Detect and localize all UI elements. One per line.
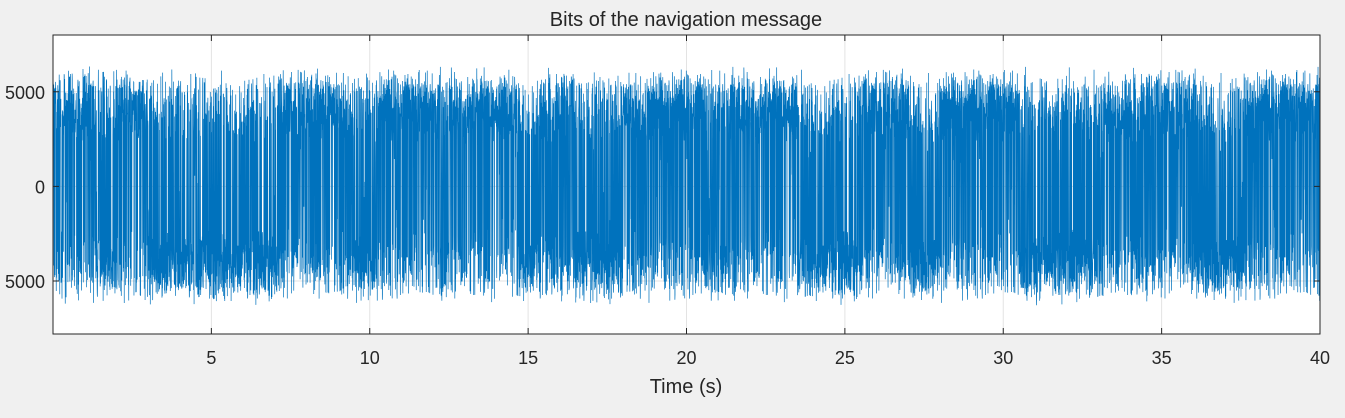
y-tick-label: 5000 bbox=[5, 272, 45, 292]
axis-ticks: 5 10 15 20 25 30 35 40 5000 0 5000 bbox=[5, 35, 1330, 368]
y-tick-label: 5000 bbox=[5, 83, 45, 103]
x-axis-label: Time (s) bbox=[650, 376, 723, 398]
signal-line bbox=[53, 66, 1320, 306]
x-tick-label: 35 bbox=[1152, 348, 1172, 368]
x-tick-label: 25 bbox=[835, 348, 855, 368]
chart-title: Bits of the navigation message bbox=[550, 9, 822, 31]
y-tick-label: 0 bbox=[35, 177, 45, 197]
x-tick-label: 30 bbox=[993, 348, 1013, 368]
x-tick-label: 40 bbox=[1310, 348, 1330, 368]
x-tick-label: 15 bbox=[518, 348, 538, 368]
x-tick-label: 20 bbox=[676, 348, 696, 368]
x-tick-label: 10 bbox=[360, 348, 380, 368]
x-tick-label: 5 bbox=[206, 348, 216, 368]
